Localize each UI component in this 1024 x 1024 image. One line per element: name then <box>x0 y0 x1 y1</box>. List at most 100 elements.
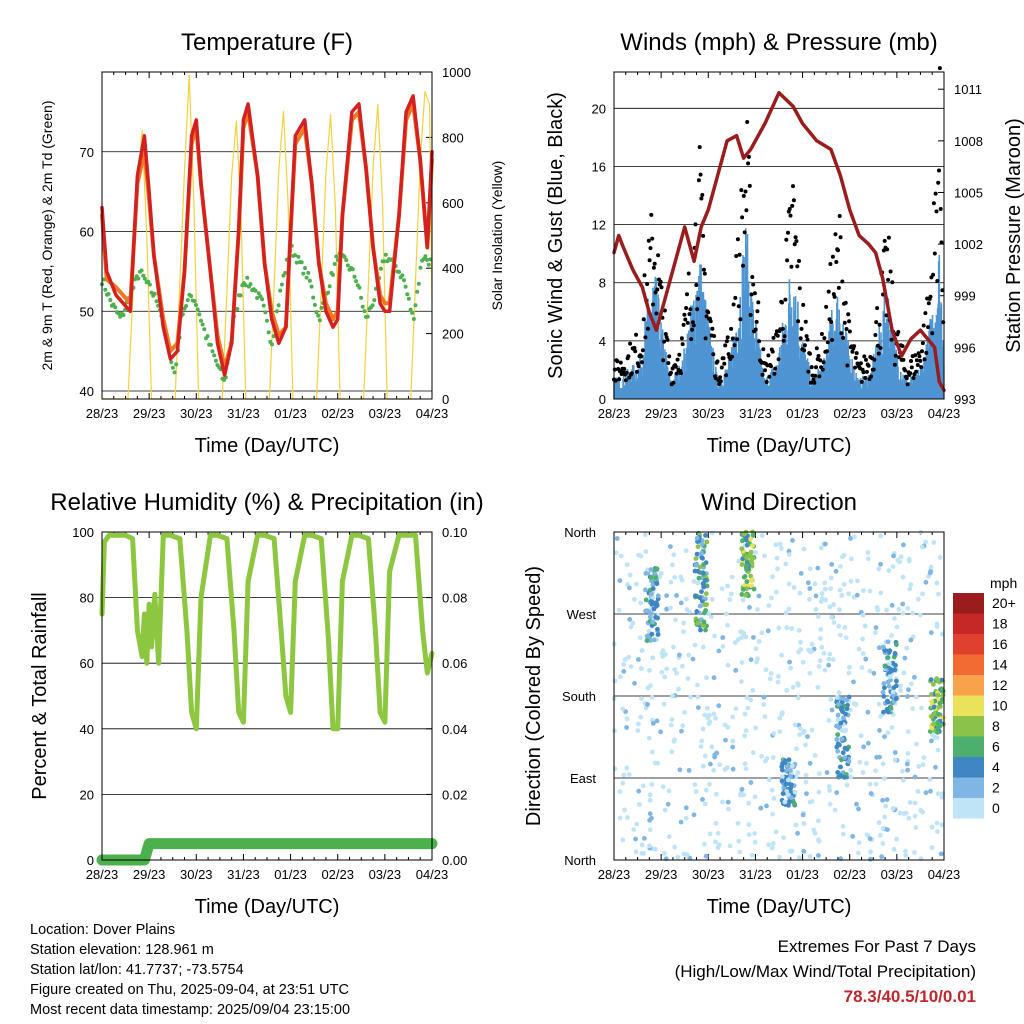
direction-point <box>893 696 899 702</box>
direction-point <box>831 620 837 625</box>
direction-point <box>702 712 708 718</box>
direction-point <box>807 586 813 591</box>
gust-point <box>665 337 670 342</box>
direction-point <box>708 761 713 767</box>
dewpoint-point <box>299 260 304 265</box>
gust-point <box>659 285 664 290</box>
direction-point <box>669 749 675 755</box>
direction-point <box>795 770 801 776</box>
direction-point <box>898 554 904 560</box>
direction-point <box>830 657 836 662</box>
gust-point <box>629 371 634 376</box>
direction-point <box>725 583 730 589</box>
x-tick-label: 04/23 <box>416 867 449 882</box>
direction-point <box>739 562 745 567</box>
direction-point <box>780 710 785 715</box>
temperature-panel: Temperature (F) 28/23 29/23 30/23 31/23 01/23… <box>39 29 505 457</box>
direction-point <box>646 634 651 640</box>
direction-point <box>612 728 617 733</box>
y-tick-label: 0 <box>87 853 94 868</box>
x-tick-label: 01/23 <box>786 406 819 421</box>
direction-point <box>849 556 854 562</box>
direction-point <box>613 550 619 556</box>
direction-point <box>881 644 886 650</box>
y-tick-label: 12 <box>592 218 606 233</box>
gust-point <box>740 215 745 220</box>
gust-point <box>725 335 730 340</box>
direction-point <box>843 635 849 640</box>
direction-point <box>934 820 940 826</box>
direction-point <box>795 682 801 688</box>
gust-point <box>671 380 676 385</box>
gust-point <box>652 261 657 266</box>
legend-label: 20+ <box>992 595 1016 611</box>
gust-point <box>733 295 738 300</box>
direction-point <box>913 694 919 700</box>
gust-point <box>804 334 809 339</box>
gust-point <box>837 214 842 218</box>
direction-point <box>929 845 935 851</box>
direction-point <box>682 709 687 715</box>
t2m-line <box>100 94 434 377</box>
direction-point <box>873 768 878 774</box>
direction-point <box>727 597 733 602</box>
dewpoint-point <box>202 327 207 332</box>
y2-tick-label: 1008 <box>954 134 983 149</box>
direction-point <box>694 609 700 614</box>
direction-point <box>934 580 940 586</box>
direction-point <box>780 791 786 796</box>
dewpoint-point <box>296 254 301 259</box>
gust-point <box>916 351 921 356</box>
direction-point <box>884 607 889 613</box>
gust-point <box>782 334 787 339</box>
direction-point <box>838 564 843 569</box>
direction-point <box>912 850 917 855</box>
direction-point <box>889 633 894 638</box>
y-tick-label: 0 <box>599 392 606 407</box>
x-tick-label: 02/23 <box>321 406 354 421</box>
dewpoint-point <box>327 284 332 289</box>
direction-point <box>805 734 810 739</box>
direction-point <box>639 648 645 653</box>
gust-point <box>612 367 617 372</box>
plot-border <box>101 71 433 400</box>
gust-point <box>920 341 925 346</box>
direction-point <box>818 545 824 551</box>
gust-point <box>738 317 743 322</box>
y2-tick-label: 400 <box>442 261 464 276</box>
direction-point <box>837 607 842 613</box>
gust-point <box>711 352 716 357</box>
direction-point <box>770 811 775 817</box>
direction-point <box>827 604 833 610</box>
x-tick-label: 02/23 <box>833 406 866 421</box>
gust-point <box>819 332 824 336</box>
gust-point <box>734 254 739 258</box>
gust-point <box>683 317 688 322</box>
direction-point <box>700 570 706 576</box>
direction-point <box>817 658 823 664</box>
direction-point <box>695 544 701 550</box>
direction-point <box>676 686 681 692</box>
direction-point <box>828 586 834 591</box>
direction-point <box>733 706 739 712</box>
direction-point <box>647 792 653 798</box>
direction-point <box>862 623 868 629</box>
direction-point <box>739 660 745 665</box>
gust-point <box>793 235 798 240</box>
direction-point <box>703 608 708 613</box>
direction-point <box>706 611 712 616</box>
direction-point <box>658 729 663 735</box>
direction-point <box>636 788 642 794</box>
direction-point <box>923 790 929 796</box>
direction-tick-label: West <box>567 607 597 622</box>
gust-point <box>690 320 695 325</box>
gust-point <box>731 302 736 307</box>
dewpoint-point <box>314 310 319 315</box>
direction-point <box>882 648 888 653</box>
direction-point <box>766 777 772 783</box>
direction-point <box>881 694 887 699</box>
direction-point <box>801 730 806 735</box>
direction-point <box>786 581 792 587</box>
gust-point <box>749 292 754 297</box>
direction-point <box>684 607 690 612</box>
